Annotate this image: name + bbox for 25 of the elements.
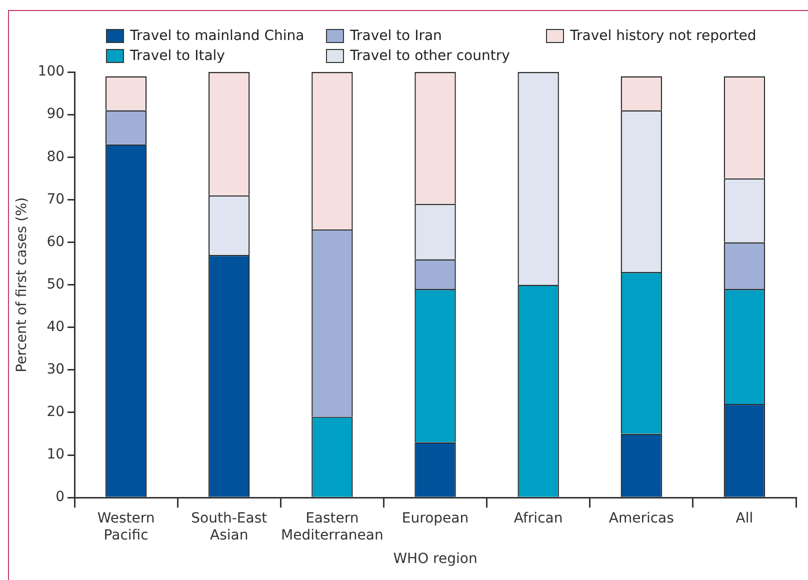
x-tick-label: African bbox=[514, 510, 563, 527]
y-tick-label: 60 bbox=[46, 234, 65, 250]
y-axis-title: Percent of first cases (%) bbox=[14, 197, 30, 372]
x-tick-label: Eastern Mediterranean bbox=[281, 510, 384, 544]
x-tick-label: All bbox=[736, 510, 754, 527]
legend-label: Travel history not reported bbox=[570, 28, 756, 44]
y-tick-label: 40 bbox=[46, 319, 65, 335]
y-tick-label: 10 bbox=[46, 446, 65, 463]
x-tick-label: South-East Asian bbox=[191, 510, 268, 544]
x-axis-title: WHO region bbox=[393, 551, 478, 568]
legend-label: Travel to other country bbox=[350, 48, 510, 64]
x-tick-label: European bbox=[402, 510, 469, 527]
y-tick-label: 0 bbox=[56, 489, 65, 506]
y-tick-label: 30 bbox=[46, 362, 65, 378]
legend-label: Travel to Italy bbox=[130, 48, 225, 64]
legend-label: Travel to mainland China bbox=[130, 28, 304, 44]
y-tick-label: 20 bbox=[46, 404, 65, 420]
y-tick-label: 80 bbox=[46, 148, 65, 165]
y-tick-label: 70 bbox=[46, 191, 65, 208]
legend-label: Travel to Iran bbox=[350, 28, 442, 44]
x-tick-label: Americas bbox=[608, 510, 674, 527]
x-tick-label: Western Pacific bbox=[97, 510, 155, 544]
y-tick-label: 50 bbox=[46, 276, 65, 292]
y-tick-label: 100 bbox=[38, 64, 65, 80]
y-tick-label: 90 bbox=[46, 106, 65, 122]
